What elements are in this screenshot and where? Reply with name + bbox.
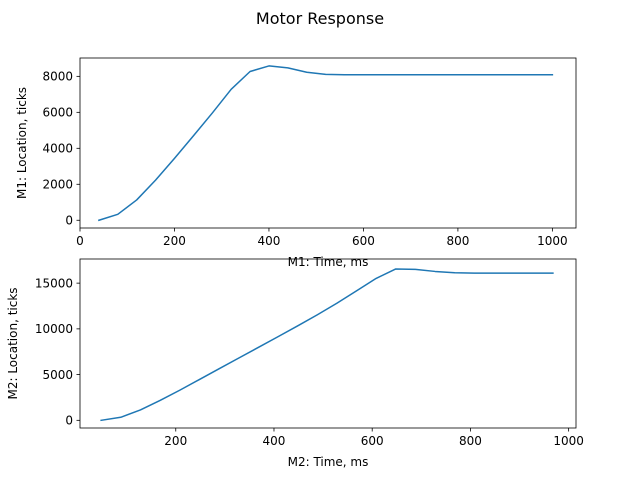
m2-y-tick-label: 0 <box>65 414 73 428</box>
figure-title: Motor Response <box>256 9 384 28</box>
m1-series-line <box>97 65 554 222</box>
m2-axes-frame <box>79 258 577 429</box>
m1-x-tick-label: 0 <box>76 234 84 248</box>
m2-series-line <box>100 268 554 422</box>
m1-x-tick-label: 600 <box>352 234 375 248</box>
m2-y-axis-label: M2: Location, ticks <box>6 287 20 399</box>
m1-x-tick-label: 400 <box>257 234 280 248</box>
m2-y-tick-label: 15000 <box>35 276 73 290</box>
m2-x-tick-label: 1000 <box>553 434 584 448</box>
m1-y-tick-label: 6000 <box>42 106 73 120</box>
m1-x-tick-label: 200 <box>163 234 186 248</box>
m1-y-tick-label: 2000 <box>42 178 73 192</box>
m2-y-tick-label: 10000 <box>35 322 73 336</box>
m2-y-tick-label: 5000 <box>42 368 73 382</box>
m1-x-tick-label: 1000 <box>537 234 568 248</box>
m1-axes-frame <box>79 57 577 229</box>
m2-x-tick-label: 400 <box>263 434 286 448</box>
m2-x-tick-label: 800 <box>459 434 482 448</box>
m1-y-tick-label: 8000 <box>42 70 73 84</box>
m1-y-tick-label: 0 <box>65 214 73 228</box>
m1-y-tick-label: 4000 <box>42 142 73 156</box>
m2-x-tick-label: 600 <box>361 434 384 448</box>
m1-x-tick-label: 800 <box>446 234 469 248</box>
m2-x-tick-label: 200 <box>164 434 187 448</box>
m1-x-axis-label: M1: Time, ms <box>288 255 369 269</box>
m2-x-axis-label: M2: Time, ms <box>288 455 369 469</box>
m1-y-axis-label: M1: Location, ticks <box>15 87 29 199</box>
chart-m1: 0 200 400 600 800 1000 0 2000 4000 6000 8000 M1: Ti… <box>15 57 577 269</box>
